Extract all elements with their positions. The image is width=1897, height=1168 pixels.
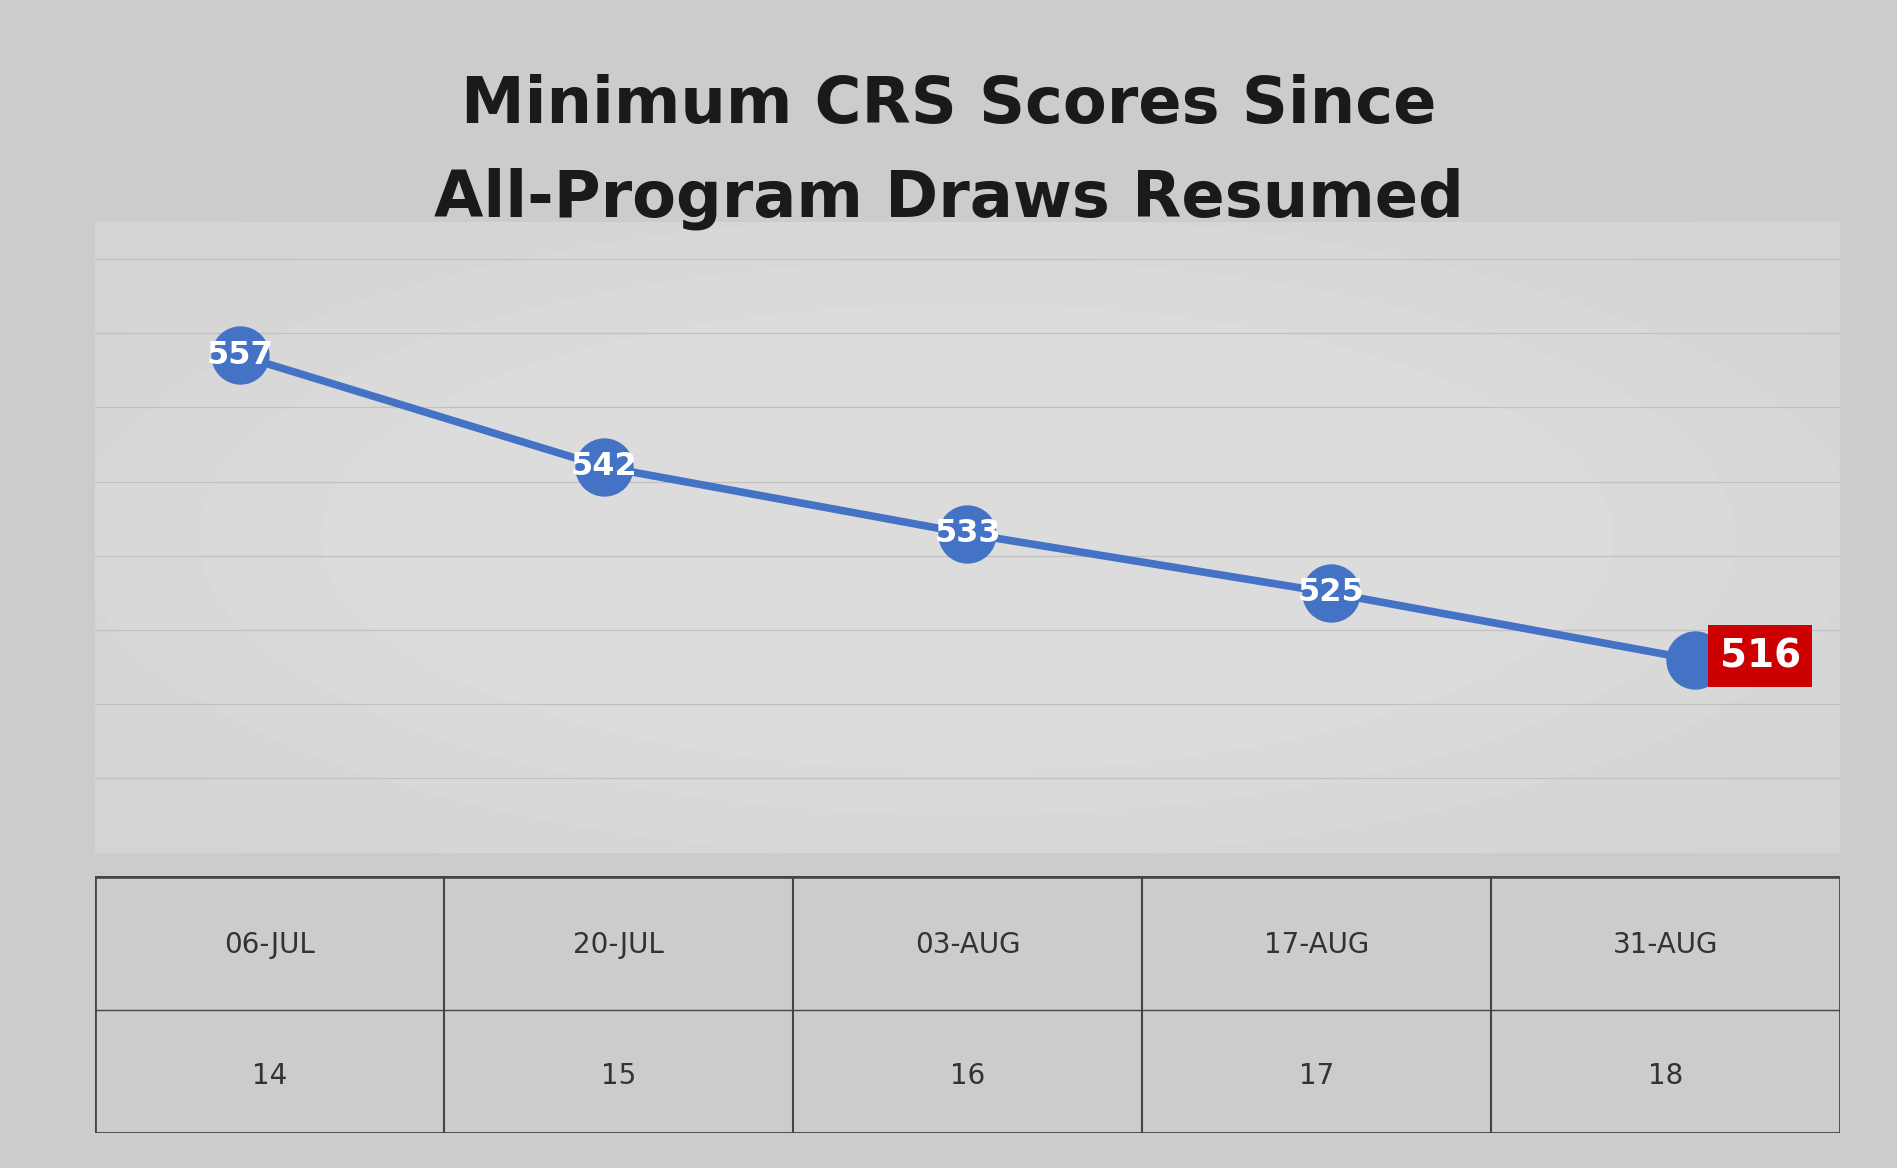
Text: 16: 16 — [950, 1063, 985, 1091]
Text: 06-JUL: 06-JUL — [224, 931, 315, 959]
Text: 17-AUG: 17-AUG — [1263, 931, 1370, 959]
Ellipse shape — [0, 0, 1897, 1079]
Text: 15: 15 — [601, 1063, 635, 1091]
Text: 533: 533 — [933, 519, 1002, 549]
Text: 17: 17 — [1299, 1063, 1334, 1091]
Ellipse shape — [0, 39, 1897, 1036]
Ellipse shape — [322, 304, 1612, 771]
Text: 20-JUL: 20-JUL — [573, 931, 664, 959]
Ellipse shape — [199, 259, 1736, 815]
Text: 542: 542 — [571, 451, 637, 482]
Text: 18: 18 — [1648, 1063, 1683, 1091]
Text: 516: 516 — [1719, 637, 1800, 675]
Text: 31-AUG: 31-AUG — [1612, 931, 1719, 959]
Text: Minimum CRS Scores Since: Minimum CRS Scores Since — [461, 74, 1436, 137]
Ellipse shape — [0, 0, 1897, 1124]
Text: 03-AUG: 03-AUG — [914, 931, 1021, 959]
Ellipse shape — [78, 216, 1857, 858]
Text: All-Program Draws Resumed: All-Program Draws Resumed — [434, 167, 1463, 230]
Text: 14: 14 — [252, 1063, 286, 1091]
Ellipse shape — [0, 127, 1897, 947]
Ellipse shape — [0, 172, 1897, 903]
Ellipse shape — [0, 83, 1897, 992]
Text: 525: 525 — [1298, 577, 1364, 609]
Text: 557: 557 — [207, 340, 273, 371]
